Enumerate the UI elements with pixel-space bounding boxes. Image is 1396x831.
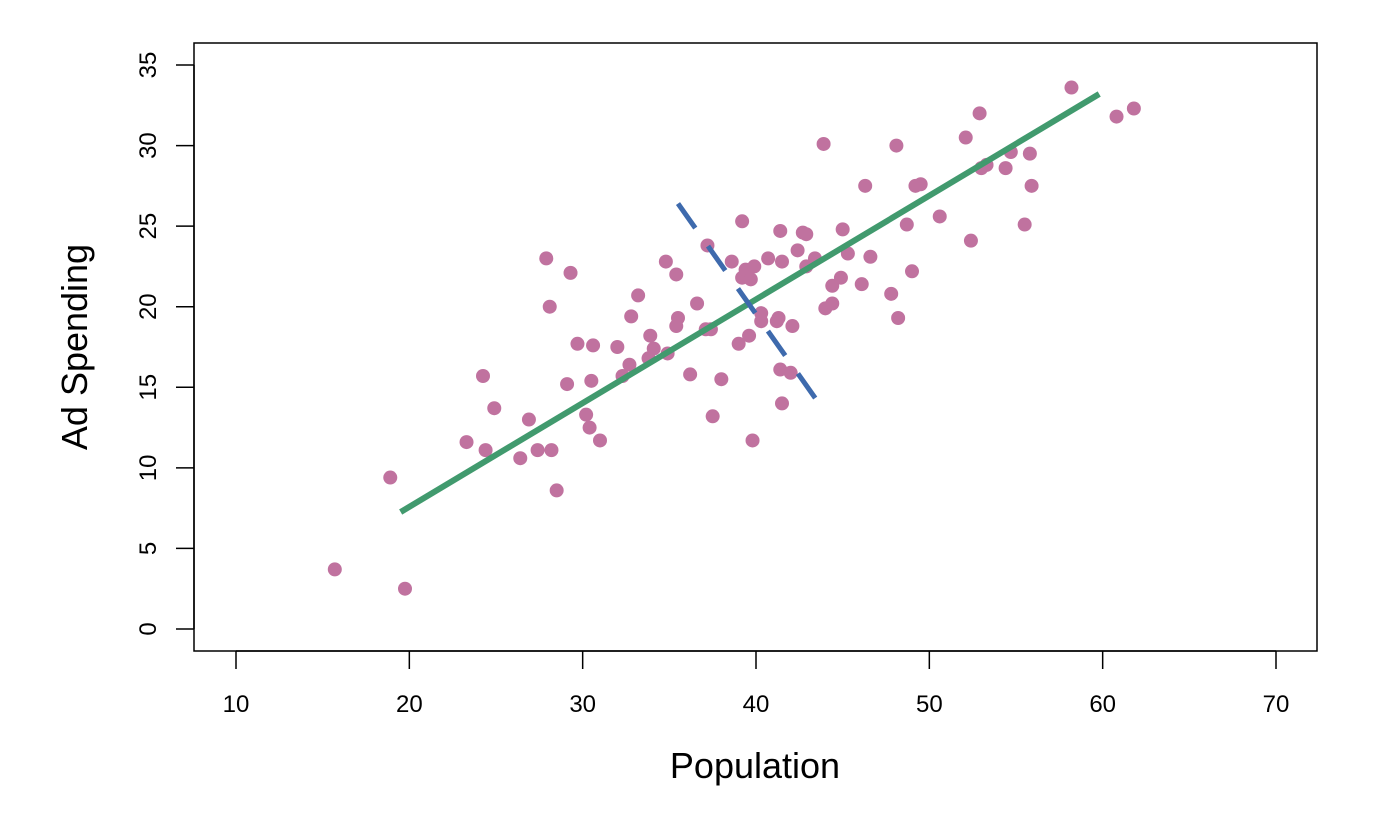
data-point (563, 265, 578, 280)
y-tick-label: 10 (135, 455, 162, 482)
data-point (560, 377, 575, 392)
data-point (742, 328, 757, 343)
data-point (478, 443, 493, 458)
data-point (530, 443, 545, 458)
x-tick-label: 70 (1263, 691, 1290, 718)
data-point (383, 470, 398, 485)
data-point (714, 372, 729, 387)
data-point (643, 328, 658, 343)
data-point (998, 161, 1013, 176)
x-tick-label: 30 (569, 691, 596, 718)
y-tick-label: 35 (135, 52, 162, 79)
data-point (790, 243, 805, 258)
data-point (690, 296, 705, 311)
data-point (858, 178, 873, 193)
data-point (1109, 109, 1124, 124)
data-point (683, 367, 698, 382)
data-point (1126, 101, 1141, 116)
y-tick-label: 5 (135, 542, 162, 555)
data-point (799, 227, 814, 242)
data-point (761, 251, 776, 266)
data-point (747, 259, 762, 274)
data-point (1064, 80, 1079, 95)
data-point (743, 272, 758, 287)
data-point (624, 309, 639, 324)
data-point (459, 435, 474, 450)
data-point (884, 286, 899, 301)
data-point (835, 222, 850, 237)
y-tick-label: 20 (135, 293, 162, 320)
data-point (773, 223, 788, 238)
data-point (816, 136, 831, 151)
data-point (542, 299, 557, 314)
data-point (833, 270, 848, 285)
data-point (972, 106, 987, 121)
data-point (610, 340, 625, 354)
dashed-line (675, 202, 823, 407)
data-point (1024, 178, 1039, 193)
data-point (570, 336, 585, 351)
data-point (889, 138, 904, 153)
data-point (705, 409, 720, 424)
data-point (586, 338, 601, 353)
data-point (825, 296, 840, 311)
x-tick-label: 60 (1089, 691, 1116, 718)
data-point (513, 451, 528, 466)
data-point (958, 130, 973, 145)
data-point (544, 443, 559, 458)
x-axis-label: Population (670, 745, 840, 786)
data-point (754, 314, 769, 329)
y-axis-label: Ad Spending (54, 244, 95, 450)
data-point (549, 483, 564, 498)
data-point (579, 407, 594, 422)
data-point (669, 267, 684, 282)
data-point (631, 288, 646, 303)
data-point (622, 357, 637, 372)
y-tick-label: 30 (135, 132, 162, 159)
data-point (327, 562, 342, 577)
data-point (584, 373, 599, 388)
data-point (398, 581, 412, 596)
data-point (731, 336, 746, 351)
data-point (593, 433, 607, 448)
data-point (891, 310, 906, 325)
x-tick-label: 50 (916, 691, 943, 718)
data-point (854, 277, 869, 292)
data-point (785, 319, 800, 334)
data-point (658, 254, 673, 269)
x-tick-label: 20 (396, 691, 423, 718)
data-point (905, 264, 919, 279)
data-point (775, 254, 789, 269)
data-point (735, 214, 750, 229)
x-tick-label: 10 (223, 691, 250, 718)
y-tick-label: 25 (135, 213, 162, 240)
data-point (1017, 217, 1032, 232)
data-point (745, 433, 760, 448)
data-point (840, 246, 855, 261)
data-point (582, 420, 597, 435)
data-point (521, 412, 536, 427)
data-point (963, 233, 978, 248)
data-point (771, 310, 786, 325)
data-point (487, 401, 502, 416)
data-point (783, 365, 798, 380)
data-point (669, 319, 684, 334)
data-point (913, 177, 928, 192)
x-tick-label: 40 (743, 691, 770, 718)
data-point (775, 396, 789, 411)
data-point (863, 249, 878, 264)
data-point (1022, 146, 1037, 161)
data-point (932, 209, 947, 224)
y-tick-label: 15 (135, 374, 162, 401)
data-point (899, 217, 914, 232)
data-point (476, 369, 490, 384)
data-point (724, 254, 739, 269)
data-point (539, 251, 554, 266)
y-tick-label: 0 (135, 622, 162, 635)
plot-frame (193, 42, 1318, 652)
